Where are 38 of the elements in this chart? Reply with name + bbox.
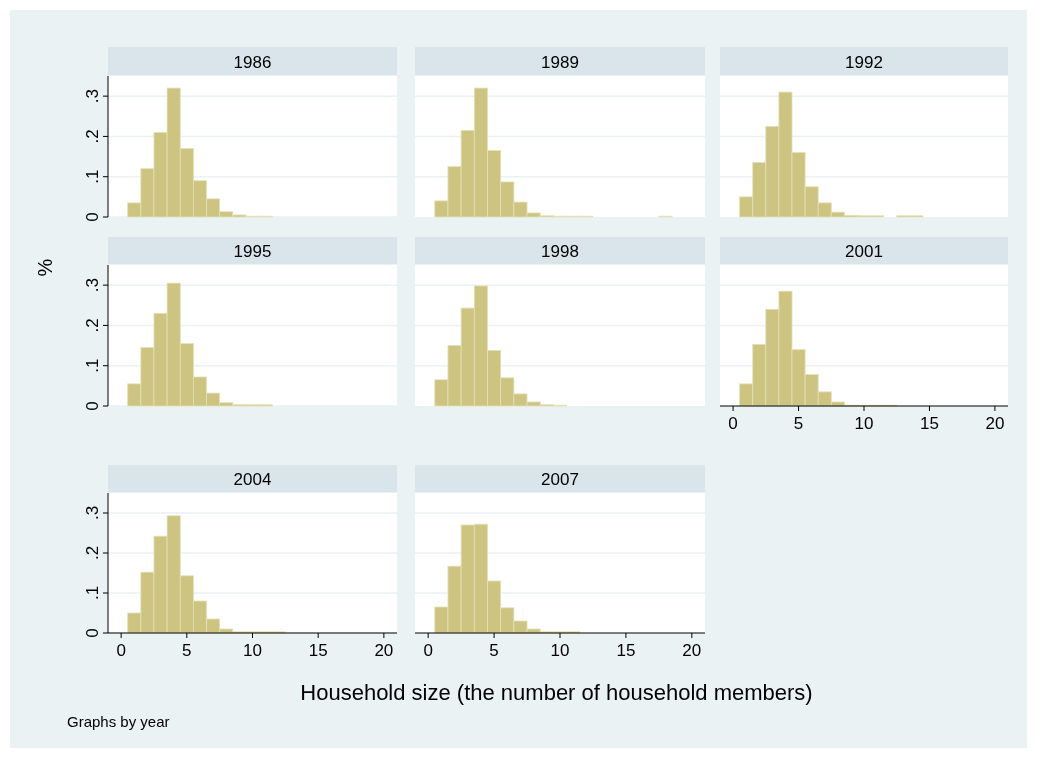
y-tick-label: 0 xyxy=(83,212,102,222)
x-axis-title: Household size (the number of household members) xyxy=(300,680,813,705)
x-tick-label: 10 xyxy=(550,641,570,660)
chart-title: 1986 xyxy=(233,52,272,72)
x-tick-label: 20 xyxy=(985,414,1005,433)
x-tick-label: 0 xyxy=(116,641,126,660)
chart-title: 2007 xyxy=(541,470,579,489)
y-tick-label: .1 xyxy=(83,585,102,601)
x-tick-label: 20 xyxy=(374,641,394,660)
y-tick-label: .1 xyxy=(83,358,102,373)
y-tick-label: .2 xyxy=(83,545,102,561)
chart-title: 1992 xyxy=(845,52,883,72)
chart-title: 1995 xyxy=(233,242,272,261)
x-tick-label: 15 xyxy=(308,641,328,660)
y-tick-label: .2 xyxy=(83,129,102,144)
y-tick-label: .1 xyxy=(83,169,102,184)
text: Graphs by year xyxy=(67,713,170,730)
chart-title: 2001 xyxy=(845,242,883,261)
x-tick-label: 0 xyxy=(423,641,433,660)
x-tick-label: 5 xyxy=(793,414,804,433)
x-tick-label: 20 xyxy=(682,641,702,660)
y-tick-label: 0 xyxy=(83,628,102,638)
y-tick-label: .3 xyxy=(83,505,102,521)
chart-title: 1998 xyxy=(541,242,579,261)
chart-title: 1989 xyxy=(541,52,579,72)
x-tick-label: 0 xyxy=(728,414,738,433)
y-tick-label: .3 xyxy=(83,89,102,104)
x-tick-label: 10 xyxy=(243,641,262,660)
x-tick-label: 10 xyxy=(854,414,874,433)
x-tick-label: 15 xyxy=(919,414,939,433)
y-tick-label: .3 xyxy=(83,278,102,293)
y-tick-label: .2 xyxy=(83,318,102,333)
x-tick-label: 15 xyxy=(616,641,636,660)
y-tick-label: 0 xyxy=(83,401,102,411)
y-axis-title: % xyxy=(34,258,56,277)
x-tick-label: 5 xyxy=(182,641,192,660)
chart-title: 2004 xyxy=(233,470,272,489)
x-tick-label: 5 xyxy=(489,641,499,660)
